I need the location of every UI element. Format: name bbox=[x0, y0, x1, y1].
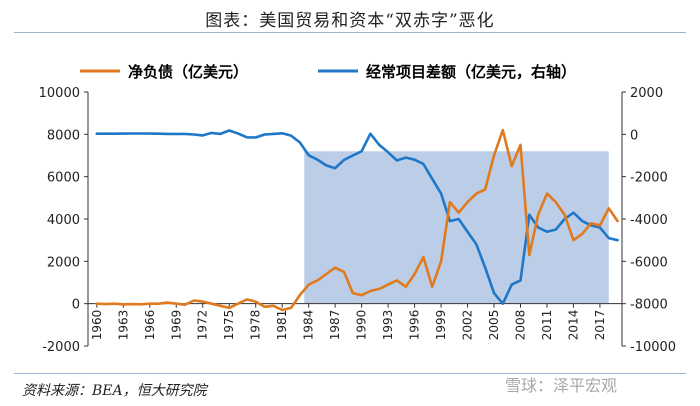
y-left-tick-label: 8000 bbox=[47, 128, 80, 143]
x-tick-label: 2008 bbox=[513, 310, 527, 341]
y-right-tick-label: -10000 bbox=[630, 340, 676, 355]
y-right-tick-label: 2000 bbox=[630, 86, 663, 101]
plot-area: -2000 0 2000 4000 6000 8000 10000 -10000 -8000 -6… bbox=[39, 86, 676, 355]
legend: 净负债（亿美元） 经常项目差额（亿美元，右轴） bbox=[80, 63, 576, 81]
x-tick-label: 1972 bbox=[196, 310, 210, 341]
footer-divider bbox=[14, 373, 686, 374]
watermark: 雪球：泽平宏观 bbox=[505, 376, 618, 395]
x-tick-label: 2002 bbox=[461, 310, 475, 341]
x-tick-label: 1969 bbox=[169, 310, 183, 341]
y-left-tick-label: -2000 bbox=[42, 340, 80, 355]
x-tick-label: 2017 bbox=[593, 310, 607, 341]
y-left-tick-label: 10000 bbox=[39, 86, 80, 101]
x-tick-label: 1978 bbox=[249, 310, 263, 341]
x-tick-label: 2005 bbox=[487, 310, 501, 341]
x-tick-label: 1975 bbox=[222, 310, 236, 341]
y-left-tick-label: 6000 bbox=[47, 171, 80, 186]
y-left-tick-label: 2000 bbox=[47, 255, 80, 270]
series-line-current-account bbox=[95, 129, 619, 306]
y-right-tick-label: -4000 bbox=[630, 213, 668, 228]
shaded-period bbox=[304, 151, 609, 304]
chart-title: 图表：美国贸易和资本“双赤字”恶化 bbox=[205, 11, 495, 31]
y-right-tick-label: -2000 bbox=[630, 171, 668, 186]
x-tick-label: 1963 bbox=[116, 310, 130, 341]
y-right-tick-label: -6000 bbox=[630, 255, 668, 270]
x-tick-label: 1987 bbox=[328, 310, 342, 341]
y-left-tick-label: 4000 bbox=[47, 213, 80, 228]
y-left-tick-label: 0 bbox=[72, 298, 80, 313]
x-tick-label: 1993 bbox=[381, 310, 395, 341]
x-tick-label: 2011 bbox=[540, 310, 554, 341]
x-tick-label: 1960 bbox=[90, 310, 104, 341]
legend-label-current-account: 经常项目差额（亿美元，右轴） bbox=[366, 63, 576, 81]
x-tick-label: 2014 bbox=[566, 310, 580, 341]
x-tick-label: 1999 bbox=[434, 310, 448, 341]
chart: 净负债（亿美元） 经常项目差额（亿美元，右轴） -2000 0 2000 4000 60… bbox=[39, 63, 676, 355]
title-divider bbox=[14, 32, 686, 33]
x-tick-label: 1990 bbox=[355, 310, 369, 341]
source-note: 资料来源：BEA，恒大研究院 bbox=[22, 383, 207, 399]
y-right-tick-label: 0 bbox=[630, 128, 638, 143]
series-line-net-liabilities bbox=[95, 128, 619, 312]
x-tick-label: 1996 bbox=[408, 310, 422, 341]
x-tick-label: 1981 bbox=[275, 310, 289, 341]
legend-label-net-liabilities: 净负债（亿美元） bbox=[128, 63, 248, 81]
x-tick-label: 1966 bbox=[143, 310, 157, 341]
y-right-tick-label: -8000 bbox=[630, 298, 668, 313]
x-tick-label: 1984 bbox=[302, 310, 316, 341]
